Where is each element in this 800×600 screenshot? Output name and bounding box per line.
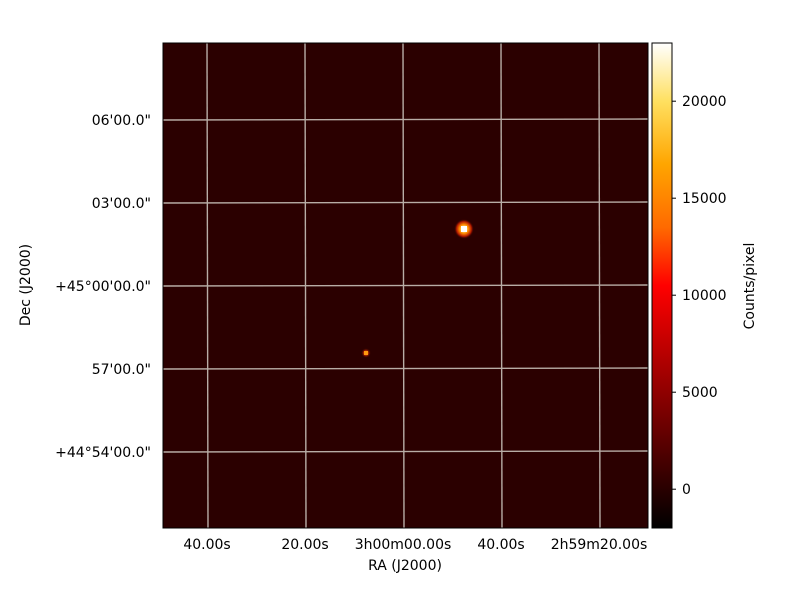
x-tick-label: 20.00s: [281, 537, 328, 553]
colorbar-tick-label: 10000: [682, 288, 727, 304]
image-frame: [162, 42, 649, 529]
grid-line-dec-5: [162, 450, 649, 453]
grid-line-dec-2: [162, 201, 649, 204]
y-tick-label: 03'00.0": [92, 196, 151, 212]
y-tick-label: 06'00.0": [92, 113, 151, 129]
colorbar-ticks: 0 5000 10000 15000 20000: [672, 94, 727, 498]
x-tick-label: 2h59m20.00s: [551, 537, 648, 553]
colorbar-tick-label: 5000: [682, 385, 718, 401]
y-tick-label: +45°00'00.0": [55, 279, 151, 295]
y-tick-label: 57'00.0": [92, 362, 151, 378]
colorbar-tick-label: 15000: [682, 191, 727, 207]
x-tick-label: 40.00s: [477, 537, 524, 553]
y-axis-label: Dec (J2000): [18, 244, 34, 326]
x-tick-label: 3h00m00.00s: [355, 537, 452, 553]
source-bright: [454, 219, 474, 239]
x-tick-labels: 40.00s 20.00s 3h00m00.00s 40.00s 2h59m20…: [183, 537, 647, 553]
colorbar: [651, 42, 673, 529]
coordinate-grid: [162, 42, 649, 529]
grid-line-dec-1: [162, 118, 649, 121]
y-tick-labels: 06'00.0" 03'00.0" +45°00'00.0" 57'00.0" …: [55, 113, 151, 461]
source-faint: [361, 348, 371, 358]
colorbar-label: Counts/pixel: [742, 243, 758, 330]
colorbar-tick-label: 0: [682, 482, 691, 498]
colorbar-tick-label: 20000: [682, 94, 727, 110]
y-tick-label: +44°54'00.0": [55, 445, 151, 461]
grid-line-dec-4: [162, 367, 649, 370]
grid-line-dec-3: [162, 284, 649, 287]
x-tick-label: 40.00s: [183, 537, 230, 553]
x-axis-label: RA (J2000): [368, 558, 442, 574]
